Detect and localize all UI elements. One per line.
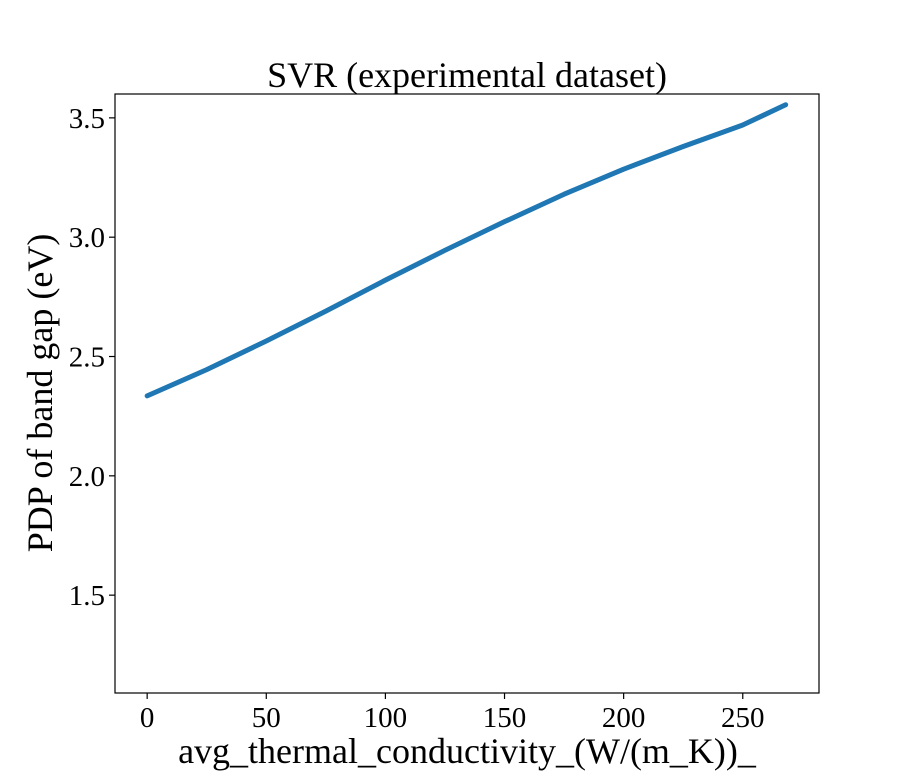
y-tick-label: 2.0 [69, 461, 105, 493]
chart-title: SVR (experimental dataset) [267, 55, 667, 95]
y-tick-label: 1.5 [69, 580, 105, 612]
x-tick-label: 200 [602, 702, 646, 734]
x-tick-label: 150 [483, 702, 527, 734]
y-tick-label: 2.5 [69, 342, 105, 374]
y-axis: 1.5 2.0 2.5 3.0 3.5 [69, 103, 115, 612]
y-axis-label: PDP of band gap (eV) [20, 234, 60, 553]
x-tick-label: 50 [252, 702, 281, 734]
x-axis: 0 50 100 150 200 250 [140, 693, 765, 734]
x-axis-label: avg_thermal_conductivity_(W/(m_K))_ [178, 731, 757, 771]
y-tick-label: 3.5 [69, 103, 105, 135]
series-line [144, 102, 789, 399]
plot-frame [114, 93, 820, 694]
y-tick-label: 3.0 [69, 222, 105, 254]
series-layer [144, 102, 789, 399]
x-tick-label: 100 [364, 702, 408, 734]
x-tick-label: 250 [721, 702, 765, 734]
x-tick-label: 0 [140, 702, 155, 734]
